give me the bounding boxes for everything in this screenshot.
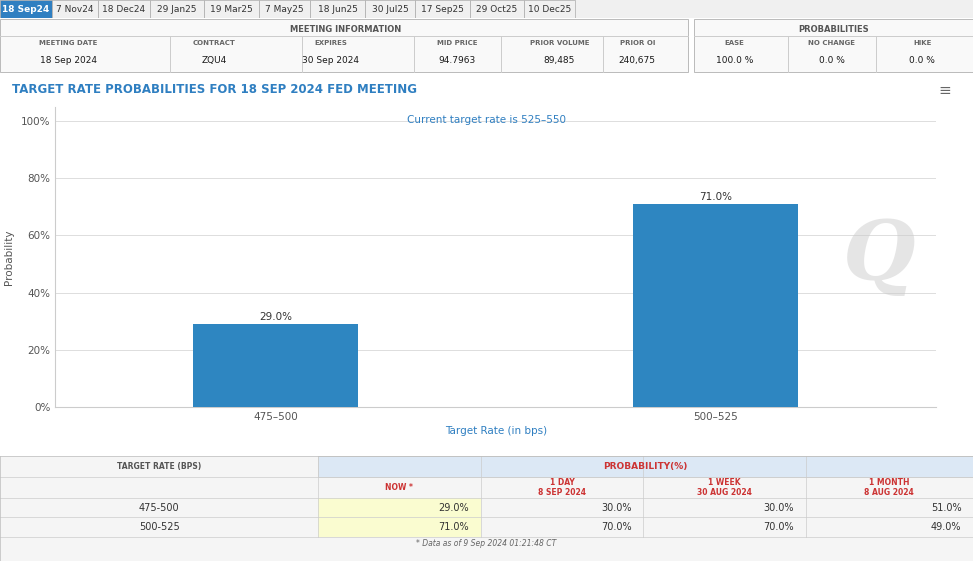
Text: 51.0%: 51.0% [931,503,961,513]
Text: 30 Sep 2024: 30 Sep 2024 [303,57,359,66]
FancyBboxPatch shape [0,0,52,18]
Text: 18 Jun25: 18 Jun25 [317,4,357,13]
Text: 0.0 %: 0.0 % [910,57,935,66]
Bar [633,204,799,407]
Text: 70.0%: 70.0% [601,522,631,532]
Text: 18 Sep 2024: 18 Sep 2024 [40,57,96,66]
Text: Q: Q [843,217,915,297]
FancyBboxPatch shape [52,0,98,18]
Text: 70.0%: 70.0% [764,522,794,532]
Text: 17 Sep25: 17 Sep25 [421,4,464,13]
Text: 29.0%: 29.0% [259,312,292,322]
Text: HIKE: HIKE [914,40,931,46]
Text: TARGET RATE PROBABILITIES FOR 18 SEP 2024 FED MEETING: TARGET RATE PROBABILITIES FOR 18 SEP 202… [12,83,416,96]
Text: 500-525: 500-525 [139,522,179,532]
Text: 7 Nov24: 7 Nov24 [56,4,93,13]
Text: 30 Jul25: 30 Jul25 [372,4,409,13]
Text: 1 MONTH
8 AUG 2024: 1 MONTH 8 AUG 2024 [864,477,915,497]
FancyBboxPatch shape [318,517,481,537]
Text: 1 WEEK
30 AUG 2024: 1 WEEK 30 AUG 2024 [697,477,752,497]
Text: 30.0%: 30.0% [601,503,631,513]
Text: CONTRACT: CONTRACT [193,40,235,46]
Text: ZQU4: ZQU4 [201,57,227,66]
Text: PRIOR VOLUME: PRIOR VOLUME [529,40,590,46]
Text: 30.0%: 30.0% [764,503,794,513]
FancyBboxPatch shape [259,0,310,18]
Text: 29 Jan25: 29 Jan25 [158,4,197,13]
FancyBboxPatch shape [365,0,415,18]
Text: 0.0 %: 0.0 % [819,57,845,66]
Text: 1 DAY
8 SEP 2024: 1 DAY 8 SEP 2024 [538,477,586,497]
Text: 19 Mar25: 19 Mar25 [210,4,253,13]
Y-axis label: Probability: Probability [4,229,15,284]
FancyBboxPatch shape [98,0,150,18]
Text: 29 Oct25: 29 Oct25 [477,4,518,13]
FancyBboxPatch shape [204,0,259,18]
Text: NO CHANGE: NO CHANGE [809,40,855,46]
FancyBboxPatch shape [318,456,973,477]
Text: 475-500: 475-500 [139,503,179,513]
Text: 49.0%: 49.0% [931,522,961,532]
Text: 18 Dec24: 18 Dec24 [102,4,146,13]
Text: 71.0%: 71.0% [700,192,733,201]
Text: 71.0%: 71.0% [439,522,469,532]
Text: 240,675: 240,675 [619,57,656,66]
Text: MID PRICE: MID PRICE [437,40,478,46]
Text: 10 Dec25: 10 Dec25 [528,4,571,13]
FancyBboxPatch shape [470,0,524,18]
Text: PRIOR OI: PRIOR OI [620,40,655,46]
Text: EASE: EASE [725,40,744,46]
Text: TARGET RATE (BPS): TARGET RATE (BPS) [117,462,201,471]
FancyBboxPatch shape [310,0,365,18]
FancyBboxPatch shape [150,0,204,18]
FancyBboxPatch shape [524,0,575,18]
FancyBboxPatch shape [318,498,481,517]
Text: NOW *: NOW * [385,483,414,492]
Text: MEETING INFORMATION: MEETING INFORMATION [290,25,401,34]
Text: 29.0%: 29.0% [439,503,469,513]
Text: Current target rate is 525–550: Current target rate is 525–550 [407,115,566,125]
Text: EXPIRES: EXPIRES [314,40,347,46]
Text: 94.7963: 94.7963 [439,57,476,66]
Text: 18 Sep24: 18 Sep24 [2,4,50,13]
Bar [193,324,358,407]
Text: 100.0 %: 100.0 % [716,57,753,66]
FancyBboxPatch shape [0,19,688,72]
Text: ≡: ≡ [939,83,952,98]
Text: MEETING DATE: MEETING DATE [39,40,97,46]
Text: 89,485: 89,485 [544,57,575,66]
FancyBboxPatch shape [694,19,973,72]
FancyBboxPatch shape [415,0,470,18]
Text: 7 May25: 7 May25 [266,4,304,13]
Text: PROBABILITIES: PROBABILITIES [798,25,869,34]
X-axis label: Target Rate (in bps): Target Rate (in bps) [445,426,547,436]
Text: PROBABILITY(%): PROBABILITY(%) [603,462,688,471]
Text: * Data as of 9 Sep 2024 01:21:48 CT: * Data as of 9 Sep 2024 01:21:48 CT [416,539,557,548]
